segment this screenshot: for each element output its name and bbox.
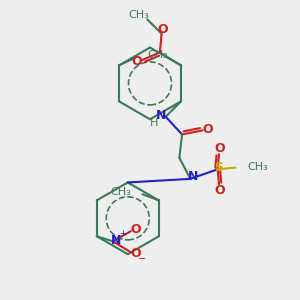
Text: S: S <box>214 161 223 174</box>
Text: O: O <box>131 223 141 236</box>
Text: CH₃: CH₃ <box>128 10 149 20</box>
Text: −: − <box>138 254 146 264</box>
Text: H: H <box>150 118 158 128</box>
Text: +: + <box>119 230 126 238</box>
Text: N: N <box>111 233 122 247</box>
Text: CH₃: CH₃ <box>111 187 131 196</box>
Text: CH₃: CH₃ <box>247 162 268 172</box>
Text: O: O <box>214 184 225 197</box>
Text: CH₃: CH₃ <box>148 50 168 60</box>
Text: O: O <box>157 23 168 36</box>
Text: O: O <box>131 55 142 68</box>
Text: N: N <box>156 109 166 122</box>
Text: N: N <box>188 170 198 183</box>
Text: O: O <box>214 142 225 154</box>
Text: O: O <box>131 247 141 260</box>
Text: O: O <box>203 123 213 136</box>
